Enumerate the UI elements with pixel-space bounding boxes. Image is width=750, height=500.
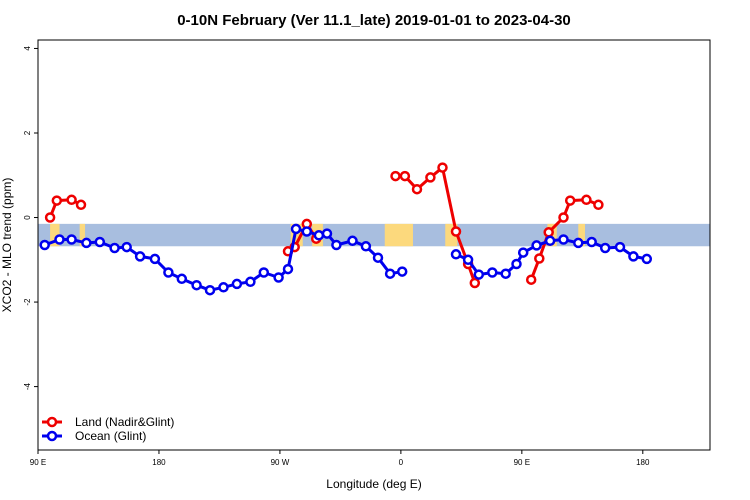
ocean-data-point <box>531 240 542 251</box>
y-axis-label: XCO2 - MLO trend (ppm) <box>0 178 14 313</box>
ocean-data-point <box>176 273 188 285</box>
x-tick-label: 180 <box>152 458 166 467</box>
land-data-point <box>411 183 423 195</box>
y-tick-label: -4 <box>23 382 32 390</box>
x-tick-label: 90 E <box>514 458 530 467</box>
ocean-data-point <box>462 254 474 266</box>
land-patch <box>50 223 60 247</box>
plot-frame <box>37 39 711 451</box>
ocean-data-point <box>245 276 256 288</box>
ocean-data-point <box>301 226 313 237</box>
ocean-data-point <box>290 223 302 235</box>
ocean-data-point <box>573 237 584 249</box>
ocean-data-point <box>94 236 106 248</box>
ocean-data-point <box>204 284 216 296</box>
y-tick-label: -2 <box>23 298 32 306</box>
legend-land-label: Land (Nadir&Glint) <box>75 415 174 429</box>
ocean-data-point <box>372 252 384 263</box>
ocean-data-point <box>347 235 358 247</box>
ocean-data-point <box>487 267 498 278</box>
land-data-point <box>593 199 604 211</box>
series-layer <box>39 162 653 296</box>
ocean-data-point <box>66 234 77 245</box>
ocean-series <box>39 223 653 296</box>
y-tick-label: 4 <box>23 46 32 51</box>
land-data-point <box>581 194 592 206</box>
ocean-data-point <box>641 253 653 265</box>
ocean-data-point <box>517 247 529 258</box>
ocean-data-point <box>331 239 342 251</box>
ocean-data-point <box>273 272 284 283</box>
x-tick-label: 90 E <box>30 458 46 467</box>
ocean-data-point <box>321 228 333 239</box>
background-band-layer <box>38 223 710 247</box>
y-tick-label: 2 <box>23 130 32 135</box>
ocean-data-point <box>511 258 522 270</box>
legend: Land (Nadir&Glint) Ocean (Glint) <box>42 415 174 443</box>
ocean-data-point <box>586 236 597 248</box>
land-data-point <box>425 172 436 183</box>
land-series-line <box>48 198 82 219</box>
ocean-data-point <box>121 241 132 253</box>
land-data-point <box>543 227 554 238</box>
land-patch <box>384 223 413 247</box>
land-data-point <box>525 274 537 285</box>
land-data-point <box>399 170 411 182</box>
ocean-data-point <box>258 267 270 278</box>
ocean-data-point <box>54 234 65 245</box>
ocean-data-point <box>134 251 146 262</box>
ocean-data-point <box>149 253 161 265</box>
land-data-point <box>437 162 448 173</box>
ocean-data-point <box>384 268 396 279</box>
ocean-data-point <box>599 242 611 254</box>
ocean-data-point <box>544 235 556 247</box>
ocean-data-point <box>558 234 569 245</box>
ocean-data-point <box>628 251 639 262</box>
land-data-point <box>51 195 63 206</box>
y-axis: 4 2 0 -2 -4 <box>23 46 38 390</box>
x-tick-label: 90 W <box>271 458 290 467</box>
ocean-data-point <box>81 237 92 249</box>
land-data-point <box>66 194 77 206</box>
x-tick-label: 0 <box>399 458 404 467</box>
ocean-data-point <box>450 249 462 260</box>
ocean-data-point <box>614 241 626 253</box>
ocean-series-line <box>455 238 648 277</box>
x-axis: 90 E 180 90 W 0 90 E 180 <box>30 450 650 467</box>
legend-land-marker <box>46 416 58 428</box>
ocean-data-point <box>163 267 174 278</box>
x-tick-label: 180 <box>636 458 650 467</box>
ocean-data-point <box>231 278 243 290</box>
y-tick-label: 0 <box>23 215 32 220</box>
ocean-data-point <box>191 279 202 291</box>
ocean-band <box>38 223 710 247</box>
ocean-data-point <box>313 230 325 241</box>
x-axis-label: Longitude (deg E) <box>326 477 421 491</box>
land-patch <box>79 223 86 247</box>
land-data-point <box>390 170 401 182</box>
chart-title: 0-10N February (Ver 11.1_late) 2019-01-0… <box>177 12 571 29</box>
ocean-data-point <box>39 239 50 251</box>
land-data-point <box>534 253 545 264</box>
ocean-data-point <box>282 263 294 275</box>
legend-ocean-label: Ocean (Glint) <box>75 429 146 443</box>
land-data-point <box>558 212 569 223</box>
ocean-data-point <box>500 268 511 279</box>
ocean-data-point <box>396 266 408 277</box>
legend-ocean-marker <box>46 430 58 442</box>
land-data-point <box>75 199 87 211</box>
land-data-point <box>469 277 481 289</box>
land-data-point <box>450 226 462 237</box>
ocean-data-point <box>109 242 120 254</box>
land-patch <box>578 223 586 247</box>
land-data-point <box>44 212 56 223</box>
ocean-data-point <box>473 269 485 280</box>
land-data-point <box>564 195 576 206</box>
ocean-data-point <box>218 282 229 293</box>
ocean-data-point <box>360 241 372 252</box>
